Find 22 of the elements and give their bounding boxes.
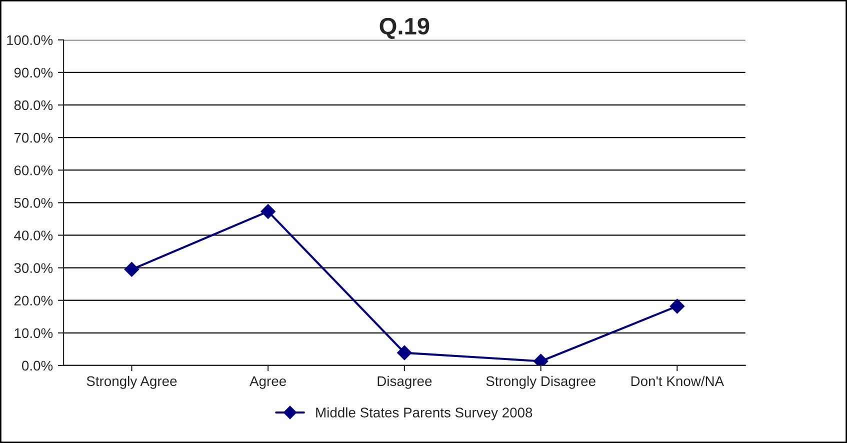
- x-tick-label: Strongly Agree: [86, 376, 177, 389]
- y-tick-label: 80.0%: [14, 100, 53, 110]
- chart-title: Q.19: [380, 18, 430, 39]
- x-tick-label: Strongly Disagree: [486, 376, 596, 389]
- y-tick-label: 40.0%: [14, 230, 53, 240]
- point: [260, 204, 276, 219]
- y-tick-label: 70.0%: [14, 132, 53, 143]
- y-tick-label: 0.0%: [22, 360, 53, 371]
- point: [670, 298, 685, 314]
- x-tick-label: Don't Know/NA: [631, 376, 724, 386]
- y-tick-label: 50.0%: [14, 198, 53, 208]
- y-tick-label: 60.0%: [14, 165, 53, 176]
- legend-label: Middle States Parents Survey 2008: [316, 407, 532, 420]
- y-tick-label: 10.0%: [14, 328, 53, 338]
- point: [124, 262, 140, 277]
- y-tick-label: 30.0%: [14, 263, 53, 273]
- x-tick-label: Agree: [250, 376, 286, 389]
- y-tick-label: 20.0%: [14, 296, 53, 306]
- x-tick-label: Disagree: [378, 376, 432, 389]
- y-tick-label: 100.0%: [7, 35, 53, 46]
- y-tick-label: 90.0%: [14, 68, 53, 78]
- point: [397, 345, 412, 360]
